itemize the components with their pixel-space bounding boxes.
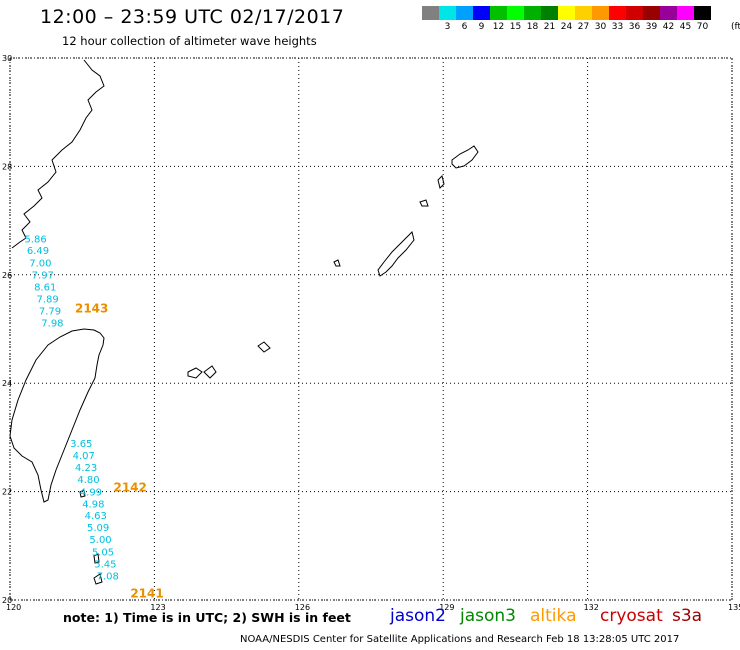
color-scale-swatch — [694, 6, 711, 20]
color-scale-tick: 33 — [611, 22, 624, 32]
batanes-island — [93, 573, 103, 585]
swh-value: 7.79 — [39, 306, 61, 317]
color-scale-tick: 6 — [461, 22, 468, 32]
china-coastline — [11, 59, 105, 249]
swh-tracks: 5.866.49 7.007.978.617.897.797.98 3.654.07… — [24, 234, 118, 582]
swh-value: 5.86 — [24, 234, 46, 245]
color-scale-swatch — [507, 6, 524, 20]
color-scale-swatch — [456, 6, 473, 20]
lanyu-island — [79, 489, 86, 498]
color-scale-swatch — [643, 6, 660, 20]
color-scale-swatch — [524, 6, 541, 20]
minor-island — [437, 175, 445, 189]
map-frame — [9, 57, 733, 601]
satellite-legend-cryosat: cryosat — [600, 606, 663, 626]
swh-value: 4.63 — [85, 511, 107, 522]
color-scale-swatch — [541, 6, 558, 20]
miyako-island — [187, 367, 203, 379]
satellite-legend-jason2: jason2 — [390, 606, 446, 626]
swh-value: 5.00 — [89, 535, 111, 546]
color-scale-swatch — [592, 6, 609, 20]
color-scale-swatch — [575, 6, 592, 20]
ishigaki-island — [203, 365, 217, 379]
batanes-island — [93, 553, 100, 564]
latitude-label: 20 — [2, 596, 12, 605]
color-scale-swatch — [490, 6, 507, 20]
minor-island — [419, 199, 429, 207]
swh-value: 4.07 — [73, 451, 95, 462]
color-scale-swatch — [558, 6, 575, 20]
color-scale-swatch — [626, 6, 643, 20]
swh-value: 7.89 — [36, 294, 58, 305]
color-scale-swatch — [609, 6, 626, 20]
color-scale-swatch — [677, 6, 694, 20]
latitude-label: 24 — [2, 379, 12, 388]
minor-island — [333, 259, 341, 267]
amami-island — [451, 145, 479, 169]
swh-value: 5.45 — [94, 559, 116, 570]
swh-value: 7.00 — [29, 259, 51, 270]
satellite-legend-altika: altika — [530, 606, 577, 626]
swh-value: 3.65 — [70, 439, 92, 450]
pass-labels: 2143 2142 2141 — [75, 302, 164, 601]
latitude-label: 26 — [2, 271, 12, 280]
color-scale — [422, 6, 711, 20]
color-scale-tick: 39 — [645, 22, 658, 32]
color-scale-labels: 3 6 9 12 15 18 21 24 27 30 33 36 39 42 45 70 — [422, 22, 711, 32]
swh-value: 5.09 — [87, 523, 109, 534]
map-subtitle: 12 hour collection of altimeter wave hei… — [62, 34, 317, 48]
swh-value: 4.99 — [80, 487, 102, 498]
color-scale-tick: 15 — [509, 22, 522, 32]
latitude-label: 30 — [2, 54, 12, 63]
okinawa-island — [377, 231, 415, 277]
swh-value: 8.61 — [34, 283, 56, 294]
coastline — [9, 59, 479, 585]
color-scale-swatch — [473, 6, 490, 20]
swh-value: 4.80 — [77, 475, 99, 486]
latitude-label: 22 — [2, 488, 12, 497]
color-scale-tick: 45 — [679, 22, 692, 32]
pass-number: 2142 — [113, 481, 146, 495]
color-scale-swatch — [439, 6, 456, 20]
pass-number: 2141 — [130, 586, 163, 600]
swh-value: 5.05 — [92, 548, 114, 559]
color-scale-tick: 36 — [628, 22, 641, 32]
swh-value: 7.97 — [32, 271, 54, 282]
swh-value: 7.98 — [41, 318, 63, 329]
units-note: note: 1) Time is in UTC; 2) SWH is in fe… — [63, 610, 351, 625]
pass-number: 2143 — [75, 302, 108, 316]
swh-value: 4.98 — [82, 499, 104, 510]
longitude-label: 123 — [150, 603, 165, 612]
color-scale-tick: 70 — [696, 22, 709, 32]
longitude-label: 129 — [439, 603, 454, 612]
longitude-label: 132 — [584, 603, 599, 612]
latitude-label: 28 — [2, 162, 12, 171]
color-scale-tick: 27 — [577, 22, 590, 32]
color-scale-tick: 42 — [662, 22, 675, 32]
longitude-label: 126 — [295, 603, 310, 612]
swh-value: 7.08 — [97, 571, 119, 582]
color-scale-swatch — [422, 6, 439, 20]
map-title: 12:00 – 23:59 UTC 02/17/2017 — [40, 6, 345, 28]
color-scale-swatch — [660, 6, 677, 20]
minor-island — [257, 341, 271, 353]
swh-value: 4.23 — [75, 463, 97, 474]
credit-line: NOAA/NESDIS Center for Satellite Applica… — [240, 634, 680, 645]
longitude-label: 135 — [728, 603, 740, 612]
color-scale-tick: 30 — [594, 22, 607, 32]
color-scale-tick: 21 — [543, 22, 556, 32]
color-scale-unit: (ft) — [731, 22, 740, 32]
taiwan-coastline — [9, 328, 105, 503]
color-scale-tick: 24 — [560, 22, 573, 32]
longitude-label: 120 — [6, 603, 21, 612]
swh-value: 6.49 — [27, 246, 49, 257]
color-scale-tick: 9 — [478, 22, 485, 32]
color-scale-tick: 3 — [444, 22, 451, 32]
satellite-legend-jason3: jason3 — [460, 606, 516, 626]
satellite-legend-s3a: s3a — [672, 606, 703, 626]
color-scale-tick: 18 — [526, 22, 539, 32]
lat-lon-grid: 120 123 126 129 132 135 20 22 24 26 28 30 — [2, 54, 740, 612]
color-scale-tick: 12 — [492, 22, 505, 32]
